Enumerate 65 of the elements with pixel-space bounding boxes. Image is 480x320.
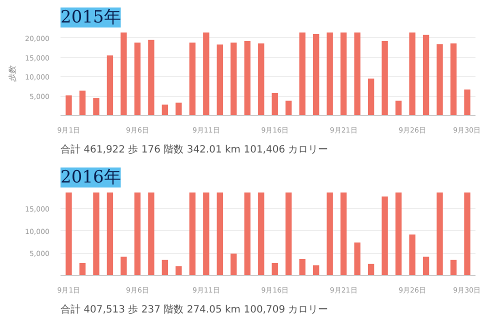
- bar: [340, 32, 347, 116]
- bar: [162, 104, 168, 116]
- bar: [326, 32, 333, 116]
- bar: [216, 44, 223, 116]
- bar: [422, 256, 430, 276]
- bar: [258, 43, 264, 116]
- bar: [326, 192, 333, 276]
- bar: [299, 32, 306, 116]
- bar: [162, 260, 168, 276]
- bar: [106, 192, 114, 276]
- bar: [176, 266, 182, 276]
- bar: [436, 192, 443, 276]
- bar: [134, 192, 141, 276]
- chart-title: 2016年: [60, 168, 121, 188]
- bar: [299, 258, 306, 276]
- bar: [286, 100, 292, 116]
- bar: [368, 264, 374, 276]
- bar: [244, 41, 250, 116]
- bar: [464, 192, 470, 276]
- bar: [395, 100, 402, 116]
- bar: [79, 90, 86, 116]
- bar: [189, 192, 196, 276]
- bar: [120, 32, 127, 116]
- bar: [230, 42, 237, 116]
- text: 合計 407,513 歩 237 階数 274.05 km 100,709 カロリー: [60, 304, 328, 316]
- text: 合計 461,922 歩 176 階数 342.01 km 101,406 カロリー: [60, 144, 328, 156]
- bar: [409, 32, 416, 116]
- bar: [272, 93, 278, 116]
- bar: [382, 196, 388, 276]
- bar: [244, 192, 250, 276]
- bar: [176, 102, 182, 116]
- y-axis-title: 歩数: [8, 65, 18, 82]
- bar: [436, 44, 443, 116]
- bar: [258, 192, 264, 276]
- bar: [79, 263, 86, 276]
- bar: [286, 192, 292, 276]
- bar: [230, 254, 237, 276]
- bar: [93, 192, 100, 276]
- bar: [148, 192, 154, 276]
- bar: [203, 32, 210, 116]
- bar: [382, 41, 388, 116]
- bar: [120, 256, 127, 276]
- bar: [93, 98, 100, 116]
- bar: [354, 32, 360, 116]
- bar: [106, 55, 114, 116]
- bar: [450, 260, 457, 276]
- bar: [464, 90, 470, 116]
- bar: [450, 43, 457, 116]
- bar: [134, 42, 141, 116]
- bar: [368, 78, 374, 116]
- bar: [313, 265, 320, 276]
- bar: [340, 192, 347, 276]
- chart-title: 2015年: [60, 8, 121, 28]
- bar: [203, 192, 210, 276]
- bar: [313, 34, 320, 116]
- bar: [422, 34, 430, 116]
- bar: [189, 42, 196, 116]
- bar: [148, 40, 154, 116]
- bar: [66, 192, 72, 276]
- bar: [395, 192, 402, 276]
- bar: [272, 263, 278, 276]
- bar: [216, 192, 223, 276]
- bar: [409, 234, 416, 276]
- bar: [66, 95, 72, 116]
- bar: [354, 242, 360, 276]
